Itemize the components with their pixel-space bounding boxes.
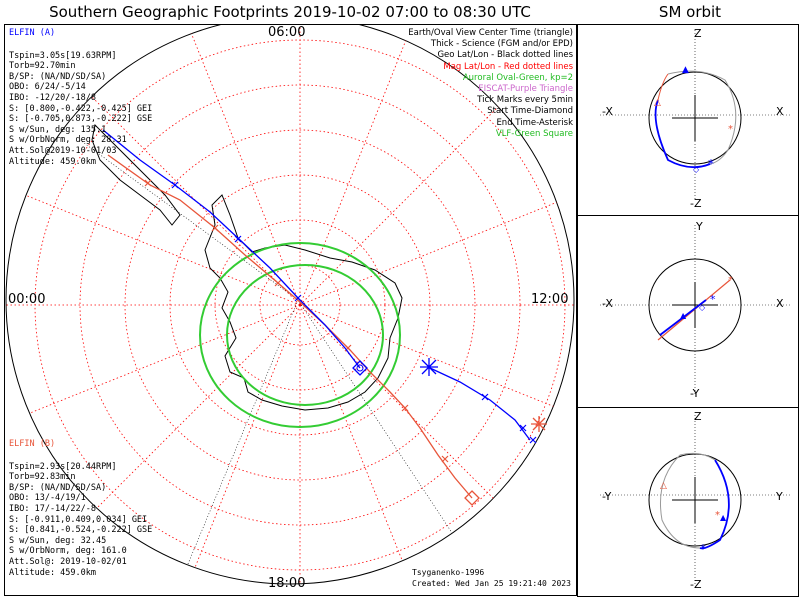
elfin-b-track [107,154,473,499]
svg-text:▲: ▲ [680,311,687,320]
elfin-b-name: ELFIN (B) [9,439,56,449]
auroral-oval-inner [226,264,384,406]
plot-title: Southern Geographic Footprints 2019-10-0… [49,3,531,21]
svg-text:△: △ [660,481,667,491]
elfin-b-tick-marks [144,179,449,463]
elfin-b-info-line: IBO: 17/-14/22/-8 [9,503,96,514]
elfin-a-info-line: OBO: 6/24/-5/14 [9,82,86,93]
legend-item: Geo Lat/Lon - Black dotted lines [437,50,573,61]
axis-label-bottom: -Y [690,387,700,400]
elfin-a-info-line: S: [0.800,-0.422,-0.425] GEI [9,103,153,114]
elfin-a-end-asterisk [420,358,438,376]
orbit-panel-2-drawing: * * ◇ ▲ [600,225,792,395]
svg-text:*: * [708,157,714,171]
legend-item: Earth/Oval View Center Time (triangle) [408,28,573,38]
elfin-b-end-asterisk [531,416,547,432]
svg-text:*: * [710,293,716,306]
elfin-a-info-line: S: [-0.705,0.873,-0.222] GSE [9,114,153,125]
time-label-right: 12:00 [531,292,569,307]
svg-text:△: △ [654,98,661,108]
mag-longitude-lines [6,25,574,584]
time-label-bottom: 18:00 [268,576,306,591]
elfin-a-name: ELFIN (A) [9,28,56,38]
axis-label-left: -X [602,297,613,310]
axis-label-top: Z [694,410,702,423]
elfin-b-info-line: S: [-0.911,0.409,0.034] GEI [9,514,148,525]
axis-label-top: Z [694,27,702,40]
elfin-b-info-line: B/SP: (NA/ND/SD/SA) [9,482,107,493]
svg-text:▲: ▲ [682,65,689,75]
antarctica-coastline [204,194,403,411]
orbit-panel-xz: Z -Z -X X [577,24,799,216]
elfin-b-info-line: S: [0.841,-0.524,-0.222] GSE [9,525,153,536]
svg-text:*: * [700,542,706,556]
axis-label-right: X [776,105,784,118]
axis-label-right: X [776,297,784,310]
elfin-b-info-line: Altitude: 459.0km [9,567,96,578]
elfin-b-info-line: Torb=92.83min [9,472,76,483]
axis-label-bottom: -Z [690,197,702,210]
elfin-b-info-line: Tspin=2.93s[20.44RPM] [9,461,117,472]
credit-created: Created: Wed Jan 25 19:21:40 2023 [412,579,571,588]
legend-item: Start Time-Diamond [487,106,573,117]
legend-item: VLF-Green Square [495,128,573,139]
elfin-b-info-line: S w/OrbNorm, deg: 161.0 [9,546,127,557]
elfin-a-info-line: Att.Sol@2019-10-01/03 [9,145,117,156]
elfin-a-info-line: Altitude: 459.0km [9,156,96,167]
axis-label-bottom: -Z [690,578,702,591]
map-disc [5,25,575,585]
legend-item: EISCAT-Purple Triangle [478,84,573,95]
orbit-panel-1-drawing: ▲ △ * * ◇ [600,30,792,200]
elfin-a-info-line: S w/Sun, deg: 135.1 [9,124,107,135]
time-label-top: 06:00 [268,25,306,40]
south-america-coastline [91,123,181,226]
auroral-oval-outer [199,242,401,428]
orbit-title: SM orbit [658,3,722,21]
elfin-b-start-diamond [464,490,480,506]
elfin-a-info-line: IBO: -12/20/-18/8 [9,92,96,103]
elfin-b-info-line: S w/Sun, deg: 32.45 [9,535,107,546]
axis-label-right: Y [776,490,783,503]
geo-grid-lines [79,139,471,584]
elfin-a-info-line: Tspin=3.05s[19.63RPM] [9,50,117,61]
elfin-a-track-2 [429,367,531,441]
axis-label-left: -Y [602,490,612,503]
elfin-b-info-line: OBO: 13/-4/19/1 [9,493,86,504]
svg-text:▲: ▲ [720,513,727,522]
elfin-a-info-line: B/SP: (NA/ND/SD/SA) [9,71,107,82]
elfin-a-tick-marks [171,181,527,432]
legend-item: End Time-Asterisk [496,117,573,128]
legend: Earth/Oval View Center Time (triangle) T… [408,28,573,140]
orbit-panel-3-drawing: △ * * ▲ [600,415,792,585]
elfin-a-info: Tspin=3.05s[19.63RPM] Torb=92.70min B/SP: … [9,40,152,178]
credit-model: Tsyganenko-1996 [412,568,485,577]
elfin-a-info-line: S w/OrbNorm, deg: 28.31 [9,135,127,146]
svg-text:*: * [728,275,733,286]
svg-text:◇: ◇ [693,165,700,174]
svg-text:◇: ◇ [699,303,706,312]
axis-label-left: -X [602,105,613,118]
orbit-panel-xy: Y -Y -X X [577,215,799,408]
orbit-panel-yz: Z -Z -Y Y [577,407,799,597]
legend-item: Mag Lat/Lon - Red dotted lines [443,61,573,72]
elfin-a-track [102,129,361,369]
svg-text:*: * [715,510,720,521]
legend-item: Tick Marks every 5min [477,95,573,106]
svg-text:*: * [728,124,733,135]
footprint-map-frame [4,24,577,596]
time-label-left: 00:00 [8,292,46,307]
elfin-a-start-diamond [352,360,368,376]
legend-item: Auroral Oval-Green, kp=2 [462,72,573,83]
legend-item: Thick - Science (FGM and/or EPD) [430,39,573,50]
axis-label-top: Y [696,220,703,233]
elfin-a-info-line: Torb=92.70min [9,61,76,72]
elfin-b-info: Tspin=2.93s[20.44RPM] Torb=92.83min B/SP: … [9,451,152,589]
elfin-b-info-line: Att.Sol@: 2019-10-02/01 [9,556,127,567]
